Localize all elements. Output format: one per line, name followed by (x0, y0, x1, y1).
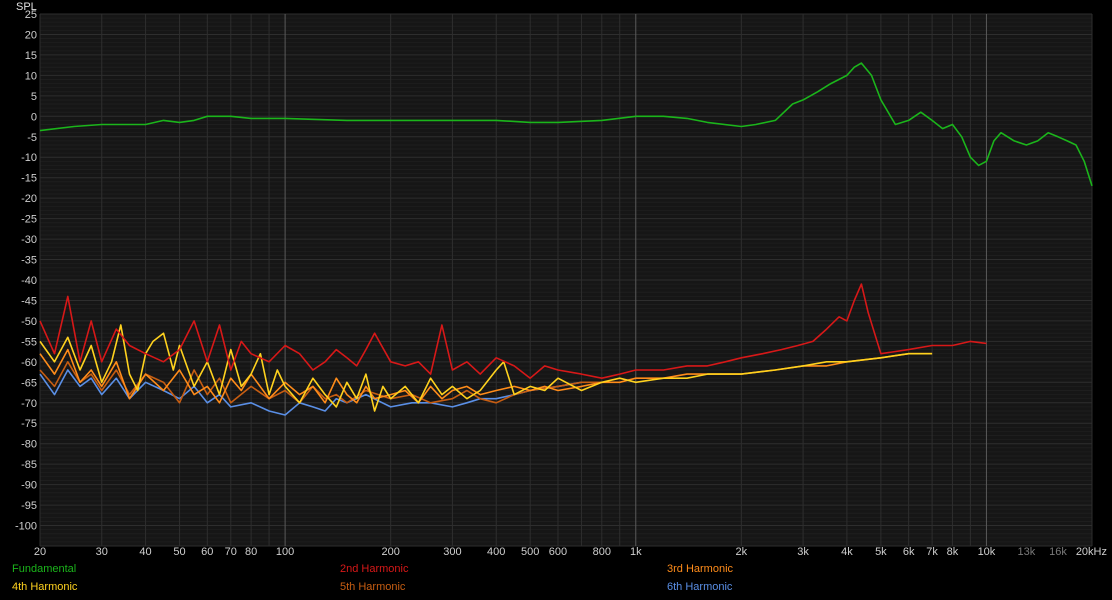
x-tick-label: 60 (201, 546, 213, 558)
legend-item-2nd-harmonic: 2nd Harmonic (340, 563, 409, 575)
x-tick-label: 300 (443, 546, 461, 558)
y-tick-label: -25 (21, 214, 37, 226)
x-tick-label: 30 (96, 546, 108, 558)
y-tick-label: -35 (21, 255, 37, 267)
legend-item-6th-harmonic: 6th Harmonic (667, 581, 733, 593)
x-tick-label: 13k (1018, 546, 1036, 558)
y-tick-label: 20 (25, 29, 37, 41)
legend-item-3rd-harmonic: 3rd Harmonic (667, 563, 734, 575)
x-tick-label: 40 (139, 546, 151, 558)
x-tick-label: 70 (225, 546, 237, 558)
x-tick-label: 400 (487, 546, 505, 558)
series-line-fundamental (39, 62, 1093, 187)
y-tick-label: -55 (21, 336, 37, 348)
y-tick-label: 15 (25, 50, 37, 62)
legend-item-4th-harmonic: 4th Harmonic (12, 581, 78, 593)
x-tick-label: 16k (1049, 546, 1067, 558)
legend-item-5th-harmonic: 5th Harmonic (340, 581, 406, 593)
y-tick-label: 25 (25, 9, 37, 21)
x-tick-label: 100 (276, 546, 294, 558)
x-tick-label: 20 (34, 546, 46, 558)
series-line-6th-harmonic (39, 369, 582, 416)
y-tick-label: -45 (21, 295, 37, 307)
x-tick-label: 5k (875, 546, 887, 558)
y-tick-label: -5 (27, 132, 37, 144)
x-tick-label: 20kHz (1076, 546, 1107, 558)
y-tick-label: -60 (21, 357, 37, 369)
y-tick-label: -10 (21, 152, 37, 164)
y-tick-label: -65 (21, 377, 37, 389)
x-tick-label: 50 (173, 546, 185, 558)
x-tick-label: 600 (549, 546, 567, 558)
y-tick-label: -20 (21, 193, 37, 205)
x-tick-labels: 20 30 40 50 60 70 80 100 200 300 400 500 600 800 1k 2k 3… (34, 546, 1107, 558)
y-tick-label: -75 (21, 418, 37, 430)
x-tick-label: 80 (245, 546, 257, 558)
x-tick-label: 6k (903, 546, 915, 558)
x-tick-label: 1k (630, 546, 642, 558)
x-tick-label: 8k (947, 546, 959, 558)
y-tick-label: -80 (21, 439, 37, 451)
y-tick-label: -50 (21, 316, 37, 328)
series-line-2nd-harmonic (39, 283, 987, 379)
y-tick-label: -100 (15, 521, 37, 533)
series-line-4th-harmonic (39, 324, 933, 412)
series-line-3rd-harmonic (39, 348, 933, 404)
y-tick-label: -30 (21, 234, 37, 246)
y-tick-label: -40 (21, 275, 37, 287)
y-tick-label: -85 (21, 459, 37, 471)
y-tick-label: 10 (25, 70, 37, 82)
y-tick-label: -90 (21, 480, 37, 492)
y-tick-labels: 25 20 15 10 5 0 -5 -10 -15 -20 -25 -30 -35 -40 -45 -50 -… (15, 9, 37, 533)
y-tick-label: 0 (31, 111, 37, 123)
legend-item-fundamental: Fundamental (12, 563, 77, 575)
x-tick-label: 2k (736, 546, 748, 558)
y-tick-label: -95 (21, 500, 37, 512)
series-lines (39, 62, 1093, 416)
y-tick-label: 5 (31, 91, 37, 103)
x-tick-label: 3k (797, 546, 809, 558)
x-tick-label: 4k (841, 546, 853, 558)
y-axis-label: SPL (16, 1, 37, 13)
y-tick-label: -70 (21, 398, 37, 410)
x-tick-label: 200 (381, 546, 399, 558)
series-line-5th-harmonic (39, 361, 602, 404)
grid (39, 13, 1093, 547)
x-tick-label: 500 (521, 546, 539, 558)
x-tick-label: 800 (593, 546, 611, 558)
x-tick-label: 10k (978, 546, 996, 558)
x-tick-label: 7k (926, 546, 938, 558)
y-tick-label: -15 (21, 173, 37, 185)
